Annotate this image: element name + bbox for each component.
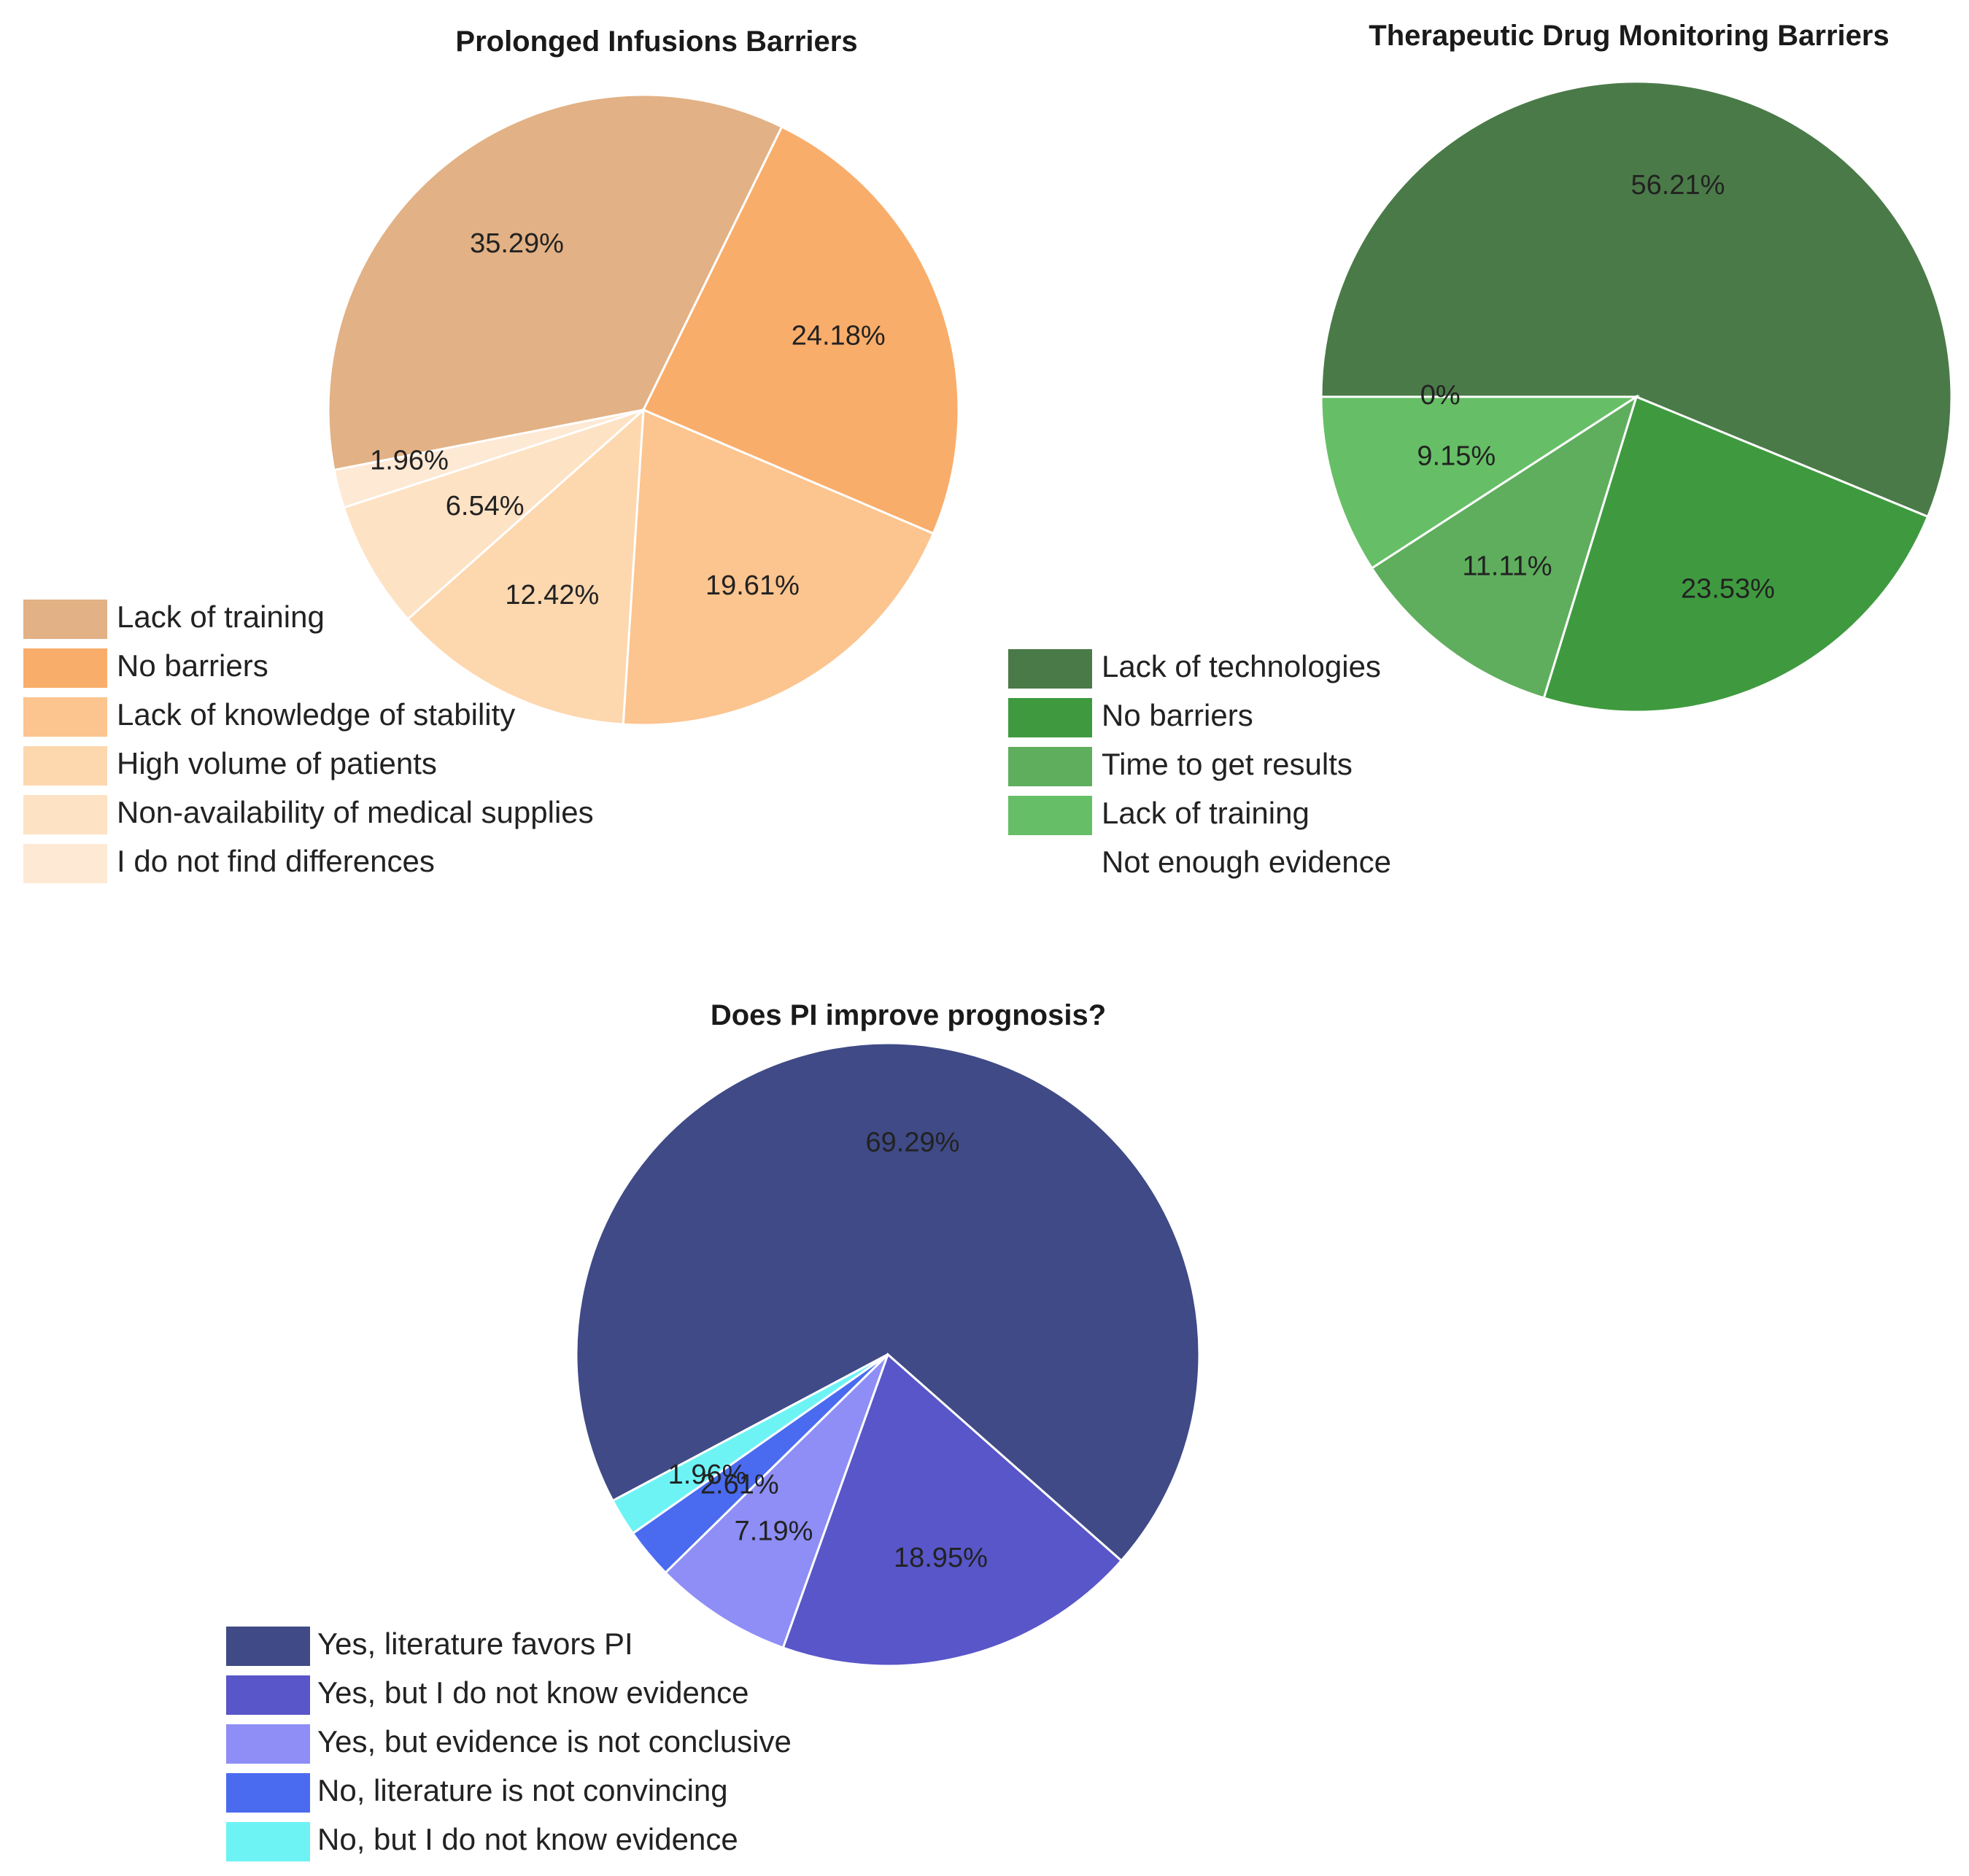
- legend-label: I do not find differences: [117, 844, 435, 878]
- legend-label: Yes, but evidence is not conclusive: [317, 1724, 792, 1759]
- pie-slice: [781, 1352, 1123, 1667]
- pie-slice: [1370, 394, 1639, 699]
- chart-title: Does PI improve prognosis?: [711, 999, 1106, 1031]
- legend: Lack of training No barriers Lack of knowl…: [23, 600, 594, 883]
- legend-swatch: [23, 697, 107, 737]
- slice-value-label: 2.61%: [700, 1470, 779, 1500]
- legend-label: No barriers: [117, 648, 268, 683]
- slice-value-label: 19.61%: [705, 570, 800, 601]
- legend-swatch: [23, 844, 107, 883]
- legend-label: Lack of training: [1102, 796, 1310, 830]
- legend-label: No barriers: [1102, 698, 1253, 732]
- legend-label: Not enough evidence: [1102, 845, 1391, 879]
- legend-label: Yes, literature favors PI: [317, 1627, 633, 1661]
- chart-title: Therapeutic Drug Monitoring Barriers: [1369, 20, 1889, 52]
- slice-value-label: 7.19%: [735, 1516, 813, 1547]
- pie-slice: [664, 1353, 889, 1650]
- pie-value-labels: 56.21% 23.53% 11.11% 9.15% 0%: [1417, 170, 1775, 605]
- pie-slice: [1320, 80, 1953, 519]
- legend-swatch: [23, 795, 107, 834]
- pie-slices: [575, 1042, 1201, 1667]
- chart-title: Prolonged Infusions Barriers: [455, 26, 857, 58]
- slice-value-label: 24.18%: [792, 320, 886, 351]
- legend-swatch: [226, 1675, 310, 1715]
- slice-value-label: 56.21%: [1631, 170, 1725, 201]
- legend-swatch: [1008, 845, 1092, 884]
- legend-label: Lack of technologies: [1102, 649, 1381, 683]
- slice-value-label: 1.96%: [668, 1460, 747, 1490]
- slice-value-label: 23.53%: [1681, 574, 1775, 605]
- legend: Yes, literature favors PI Yes, but I do n…: [226, 1627, 792, 1861]
- legend-swatch: [1008, 747, 1092, 786]
- prolonged-infusions-chart: Prolonged Infusions Barriers 35.29% 24.18…: [23, 26, 960, 883]
- slice-value-label: 11.11%: [1462, 551, 1552, 581]
- pie-slice: [1320, 395, 1641, 570]
- pie-slice: [641, 125, 960, 535]
- legend-label: Yes, but I do not know evidence: [317, 1675, 749, 1710]
- legend-swatch: [1008, 796, 1092, 835]
- tdm-barriers-chart: Therapeutic Drug Monitoring Barriers 56.…: [1008, 20, 1953, 884]
- legend-swatch: [226, 1773, 310, 1813]
- slice-value-label: 18.95%: [894, 1543, 988, 1573]
- pie-value-labels: 69.29% 18.95% 7.19% 2.61%1.96%: [668, 1128, 988, 1574]
- legend-label: No, but I do not know evidence: [317, 1822, 738, 1856]
- pie-slice: [333, 408, 644, 509]
- legend-label: Time to get results: [1102, 747, 1353, 781]
- legend-swatch: [1008, 649, 1092, 689]
- slice-value-label: 35.29%: [470, 228, 564, 259]
- slice-value-label: 6.54%: [446, 491, 525, 522]
- legend-swatch: [226, 1627, 310, 1666]
- pie-slice: [575, 1042, 1201, 1562]
- legend-swatch: [226, 1724, 310, 1764]
- legend-swatch: [1008, 698, 1092, 737]
- pie-slice: [327, 93, 784, 472]
- legend-label: No, literature is not convincing: [317, 1773, 728, 1807]
- pie-slices: [327, 93, 960, 726]
- legend: Lack of technologies No barriers Time to g…: [1008, 649, 1391, 884]
- slice-value-label: 12.42%: [505, 580, 599, 611]
- legend-label: Lack of training: [117, 600, 325, 634]
- slice-value-label: 0%: [1420, 380, 1461, 411]
- slice-value-label: 9.15%: [1417, 441, 1496, 471]
- pie-value-labels: 35.29% 24.18% 19.61% 12.42% 6.54% 1.96%: [370, 228, 886, 611]
- pie-slice: [611, 1353, 889, 1535]
- slice-value-label: 1.96%: [370, 446, 449, 476]
- pie-slice: [1542, 395, 1930, 713]
- legend-swatch: [23, 648, 107, 688]
- pi-prognosis-chart: Does PI improve prognosis? 69.29% 18.95% 7…: [226, 999, 1201, 1861]
- legend-label: High volume of patients: [117, 746, 437, 780]
- legend-swatch: [226, 1822, 310, 1861]
- pie-slice: [622, 408, 935, 726]
- pie-slice: [342, 408, 644, 621]
- legend-swatch: [23, 746, 107, 786]
- legend-swatch: [23, 600, 107, 639]
- pie-slice: [406, 407, 645, 726]
- legend-label: Lack of knowledge of stability: [117, 697, 515, 732]
- pie-slices: [1320, 80, 1953, 713]
- legend-label: Non-availability of medical supplies: [117, 795, 594, 829]
- slice-value-label: 69.29%: [866, 1128, 960, 1158]
